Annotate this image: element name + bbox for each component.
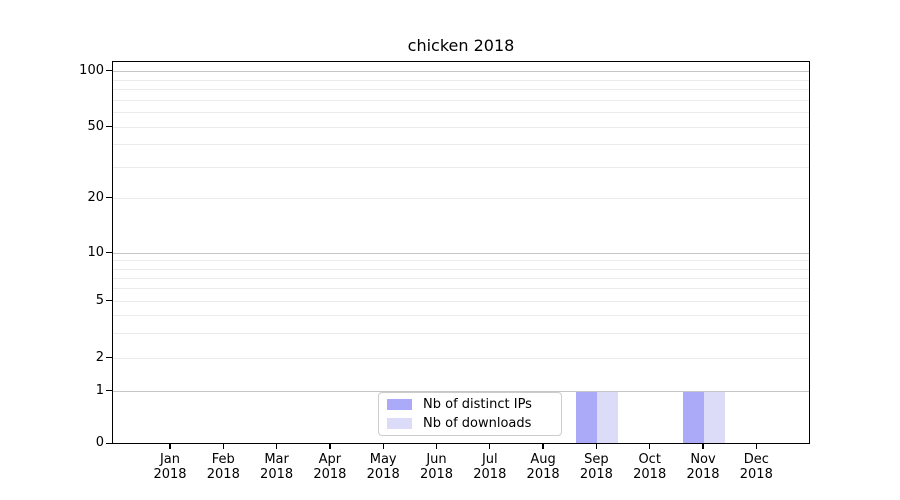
x-tick [702, 444, 704, 449]
y-tick-label: 2 [95, 349, 104, 365]
gridline-minor [113, 268, 809, 270]
x-tick-label: Jun 2018 [405, 452, 469, 482]
chart-title: chicken 2018 [407, 36, 515, 55]
x-tick-label: Mar 2018 [245, 452, 309, 482]
bar-downloads [704, 391, 725, 443]
x-tick-year: 2018 [206, 467, 240, 482]
x-tick [169, 444, 171, 449]
gridline-minor [113, 89, 809, 90]
x-tick-month: Dec [743, 452, 769, 467]
x-tick-year: 2018 [633, 467, 667, 482]
x-tick [222, 444, 224, 449]
y-tick-label: 1 [95, 382, 104, 398]
x-tick-year: 2018 [579, 467, 613, 482]
x-tick-year: 2018 [739, 467, 773, 482]
bar-distinct-ips [683, 391, 704, 443]
x-tick-label: Apr 2018 [298, 452, 362, 482]
x-tick-year: 2018 [313, 467, 347, 482]
x-tick [489, 444, 491, 449]
gridline-minor [113, 144, 809, 145]
x-tick-month: Oct [638, 452, 661, 467]
x-tick-year: 2018 [153, 467, 187, 482]
x-tick [275, 444, 278, 449]
y-tick [106, 252, 112, 254]
x-tick [542, 444, 544, 449]
x-tick-label: Sep 2018 [564, 452, 628, 482]
x-tick [755, 444, 757, 449]
x-tick [595, 444, 598, 449]
x-tick-label: Feb 2018 [191, 452, 255, 482]
y-tick-label: 100 [79, 62, 104, 78]
y-tick-label: 20 [87, 189, 104, 205]
legend-item-downloads: Nb of downloads [387, 416, 561, 431]
y-tick [106, 390, 112, 392]
gridline-minor [113, 278, 809, 279]
legend-label-distinct-ips: Nb of distinct IPs [423, 397, 532, 412]
bar-distinct-ips [576, 391, 598, 443]
bar-downloads [597, 391, 619, 443]
legend-label-downloads: Nb of downloads [423, 416, 532, 431]
x-tick-year: 2018 [473, 467, 507, 482]
gridline-minor [113, 79, 809, 81]
x-tick-month: Feb [211, 452, 235, 467]
gridline-minor [113, 100, 809, 101]
x-tick [382, 444, 384, 449]
legend-swatch-downloads-icon [387, 418, 412, 429]
y-tick [106, 442, 112, 444]
gridline-minor [113, 127, 809, 128]
x-tick-label: Dec 2018 [724, 452, 788, 482]
legend-item-distinct-ips: Nb of distinct IPs [387, 397, 561, 412]
gridline-major [113, 71, 809, 72]
gridline-minor [113, 315, 809, 316]
x-tick-label: Oct 2018 [618, 452, 682, 482]
gridline-minor [113, 260, 809, 261]
x-tick-label: Nov 2018 [671, 452, 735, 482]
y-tick [106, 197, 112, 199]
y-tick [106, 357, 112, 359]
gridline-major [113, 253, 809, 254]
x-tick-year: 2018 [526, 467, 560, 482]
y-tick [106, 126, 112, 128]
x-tick-month: Apr [318, 452, 342, 467]
x-tick-month: Jul [481, 452, 498, 467]
gridline-minor [113, 301, 809, 302]
x-tick-year: 2018 [260, 467, 294, 482]
gridline-minor [113, 333, 809, 334]
y-tick [106, 70, 112, 72]
x-tick-month: Jan [159, 452, 181, 467]
x-tick-month: Mar [264, 452, 289, 467]
plot-area [112, 61, 810, 444]
gridline-minor [113, 112, 809, 113]
y-tick-label: 10 [87, 244, 104, 260]
x-tick-label: May 2018 [351, 452, 415, 482]
x-tick-year: 2018 [686, 467, 720, 482]
gridline-major [113, 391, 809, 392]
x-tick-year: 2018 [366, 467, 400, 482]
x-tick-month: Jun [426, 452, 447, 467]
x-tick-month: Nov [690, 452, 716, 467]
x-tick-month: Sep [584, 452, 609, 467]
y-tick-label: 5 [95, 292, 104, 308]
legend: Nb of distinct IPs Nb of downloads [378, 392, 562, 436]
x-tick-year: 2018 [419, 467, 454, 482]
x-tick-month: Aug [530, 452, 556, 467]
x-tick-label: Jan 2018 [138, 452, 202, 482]
x-tick [329, 444, 331, 449]
x-tick-label: Aug 2018 [511, 452, 575, 482]
gridline-minor [113, 288, 809, 289]
legend-swatch-distinct-ips-icon [387, 399, 412, 410]
gridline-minor [113, 358, 809, 359]
y-tick-label: 0 [95, 435, 104, 450]
y-tick [106, 300, 112, 302]
x-tick-label: Jul 2018 [458, 452, 522, 482]
gridline-minor [113, 167, 809, 168]
x-tick [649, 444, 651, 449]
gridline-minor [113, 198, 809, 199]
x-tick [435, 444, 438, 449]
y-tick-label: 50 [87, 118, 104, 134]
x-tick-month: May [369, 452, 397, 467]
